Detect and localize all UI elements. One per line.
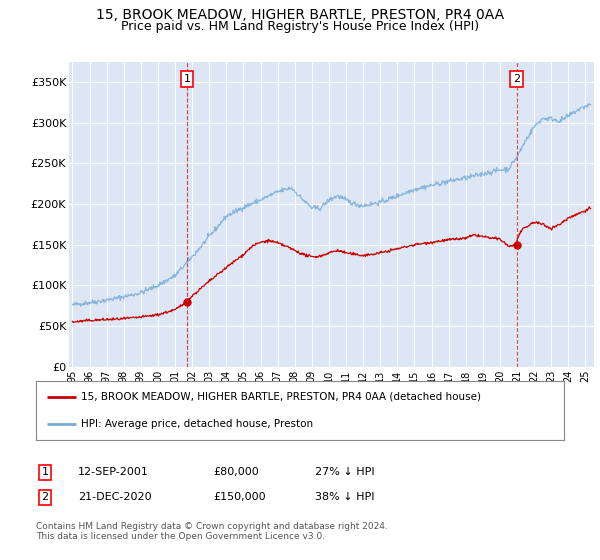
Text: Contains HM Land Registry data © Crown copyright and database right 2024.
This d: Contains HM Land Registry data © Crown c…	[36, 522, 388, 542]
Text: 2: 2	[41, 492, 49, 502]
Text: 15, BROOK MEADOW, HIGHER BARTLE, PRESTON, PR4 0AA (detached house): 15, BROOK MEADOW, HIGHER BARTLE, PRESTON…	[81, 391, 481, 402]
Text: HPI: Average price, detached house, Preston: HPI: Average price, detached house, Pres…	[81, 419, 313, 429]
Text: 12-SEP-2001: 12-SEP-2001	[78, 467, 149, 477]
Text: 15, BROOK MEADOW, HIGHER BARTLE, PRESTON, PR4 0AA: 15, BROOK MEADOW, HIGHER BARTLE, PRESTON…	[96, 8, 504, 22]
Text: £150,000: £150,000	[213, 492, 266, 502]
Text: 2: 2	[513, 74, 520, 84]
Text: 38% ↓ HPI: 38% ↓ HPI	[315, 492, 374, 502]
Text: 27% ↓ HPI: 27% ↓ HPI	[315, 467, 374, 477]
Text: 1: 1	[41, 467, 49, 477]
Text: 1: 1	[184, 74, 190, 84]
Text: £80,000: £80,000	[213, 467, 259, 477]
Text: Price paid vs. HM Land Registry's House Price Index (HPI): Price paid vs. HM Land Registry's House …	[121, 20, 479, 32]
Text: 21-DEC-2020: 21-DEC-2020	[78, 492, 152, 502]
